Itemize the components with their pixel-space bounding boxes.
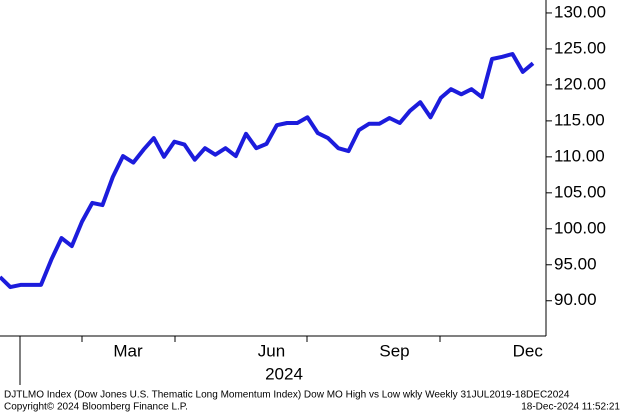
y-tick-label: 130.00	[554, 2, 606, 21]
y-tick-label: 110.00	[554, 146, 605, 165]
y-tick-label: 95.00	[554, 254, 597, 273]
y-tick-label: 90.00	[554, 290, 597, 309]
y-tick-label: 105.00	[554, 182, 606, 201]
x-tick-label: Dec	[513, 341, 544, 360]
x-tick-label: Sep	[379, 341, 409, 360]
series-line	[0, 52, 535, 290]
footer-line: DJTLMO Index (Dow Jones U.S. Thematic Lo…	[4, 390, 570, 401]
timestamp: 18-Dec-2024 11:52:21	[521, 402, 620, 413]
y-tick-label: 125.00	[554, 38, 606, 57]
copyright: Copyright© 2024 Bloomberg Finance L.P.	[4, 402, 188, 413]
x-axis-label: 2024	[265, 364, 303, 383]
y-tick-label: 100.00	[554, 218, 606, 237]
x-tick-label: Mar	[113, 341, 143, 360]
y-tick-label: 115.00	[554, 110, 605, 129]
y-tick-label: 120.00	[554, 74, 606, 93]
x-tick-label: Jun	[258, 341, 285, 360]
